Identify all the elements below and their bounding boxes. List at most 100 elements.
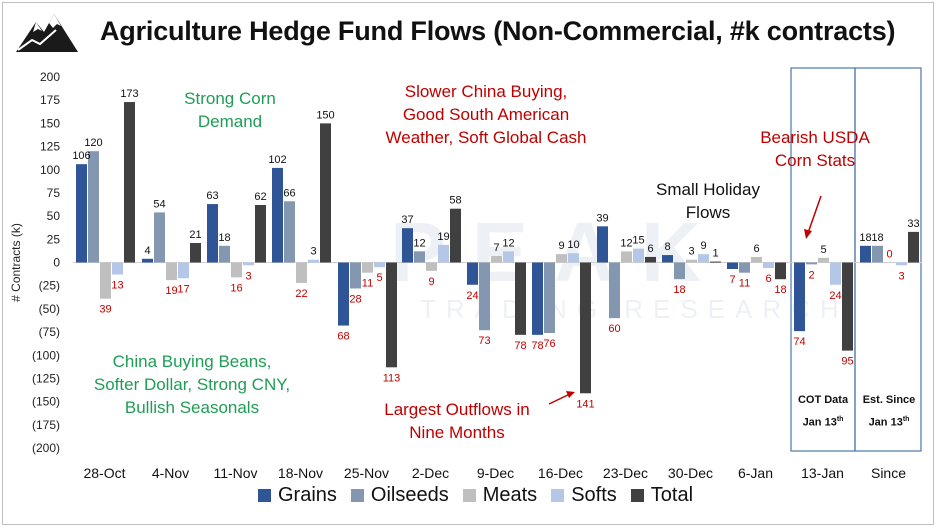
box-est-since [854,67,922,452]
data-label-grains: 7 [729,274,735,286]
data-label-meats: 6 [753,243,759,255]
bar-total [515,262,526,335]
bar-total [908,231,919,263]
data-label-total: 6 [647,243,653,255]
x-tick-label: Since [871,465,906,481]
annotation-largest-outflows: Largest Outflows in Nine Months [384,400,530,442]
bar-oilseeds [806,262,817,265]
data-label-softs: 13 [111,280,123,292]
bar-meats [818,257,829,263]
bar-grains [76,164,87,263]
bar-softs [374,262,385,268]
bar-oilseeds [739,262,750,273]
data-label-meats: 39 [99,304,111,316]
bar-grains [597,226,608,263]
bar-oilseeds [609,262,620,319]
bar-oilseeds [479,262,490,331]
y-tick-label: 75 [47,186,61,200]
data-label-meats: 12 [620,237,632,249]
data-label-softs: 19 [437,231,449,243]
y-tick-label: 25 [47,232,61,246]
bar-meats [491,256,502,263]
y-axis-title: # Contracts (k) [9,223,23,302]
data-label-softs: 9 [700,240,706,252]
data-label-meats: 3 [688,246,694,258]
bar-softs [503,251,514,263]
x-tick-label: 25-Nov [344,465,389,481]
bar-softs [698,254,709,263]
bar-oilseeds [544,262,555,333]
x-tick-label: 16-Dec [538,465,583,481]
bar-grains [142,258,153,263]
bar-oilseeds [219,245,230,263]
data-labels: 1064631026837247839877418120541866281273… [72,88,919,410]
data-label-meats: 11 [362,278,373,290]
data-label-oilseeds: 18 [673,284,685,296]
bar-total [842,262,853,351]
annotation-slower-china: Slower China Buying, Good South American… [385,82,587,147]
data-label-grains: 18 [859,232,871,244]
bar-grains [727,262,738,269]
legend-item-total: Total [630,484,693,507]
bar-softs [438,244,449,263]
bar-meats [362,262,373,273]
data-label-grains: 78 [531,340,543,352]
x-axis: 28-Oct 4-Nov 11-Nov 18-Nov 25-Nov 2-Dec 9-Dec 1… [83,465,906,481]
data-label-softs: 3 [310,246,316,258]
annotation-strong-corn: Strong Corn Demand [184,89,276,131]
data-label-softs: 12 [502,237,514,249]
legend-swatch-meats [462,489,476,502]
data-label-oilseeds: 18 [871,232,883,244]
legend-item-grains: Grains [258,484,337,507]
data-label-total: 113 [383,372,401,384]
bar-softs [896,262,907,266]
data-label-grains: 24 [466,290,478,302]
data-label-oilseeds: 18 [218,232,230,244]
data-label-total: 95 [841,356,853,368]
legend-swatch-softs [551,489,565,502]
bar-total [775,262,786,280]
data-label-softs: 24 [829,290,841,302]
arrow-bearish-usda [807,195,822,234]
data-label-total: 18 [774,284,786,296]
data-label-oilseeds: 2 [808,269,814,281]
x-tick-label: 18-Nov [278,465,323,481]
x-tick-label: 6-Jan [738,465,773,481]
data-label-softs: 5 [376,272,382,284]
data-label-softs: 15 [632,235,644,247]
data-label-grains: 37 [401,214,413,226]
y-tick-label: 150 [40,116,60,130]
bar-grains [272,167,283,263]
y-tick-label: (200) [32,441,60,455]
y-tick-label: 0 [53,256,60,270]
bar-meats [621,251,632,263]
data-label-meats: 5 [820,244,826,256]
legend-item-softs: Softs [551,484,617,507]
data-label-softs: 3 [245,270,251,282]
y-tick-label: (25) [39,279,60,293]
data-label-grains: 39 [596,212,608,224]
y-tick-label: (50) [39,302,60,316]
highlight-boxes [790,67,922,452]
data-label-grains: 102 [268,154,286,166]
data-label-grains: 8 [664,241,670,253]
annotation-arrows [548,195,822,405]
bar-total [710,261,721,263]
data-label-meats: 7 [493,242,499,254]
bar-softs [178,262,189,279]
bar-oilseeds [88,151,99,263]
bar-softs [830,262,841,285]
bar-oilseeds [350,262,361,289]
x-tick-label: 30-Dec [668,465,713,481]
bar-oilseeds [284,201,295,263]
x-tick-label: 4-Nov [152,465,189,481]
data-label-softs: 17 [177,283,189,295]
data-label-oilseeds: 66 [283,187,295,199]
chart-legend: Grains Oilseeds Meats Softs Total [258,484,707,507]
bar-meats [231,262,242,278]
bar-softs [763,262,774,269]
bar-grains [207,204,218,263]
y-tick-label: 50 [47,209,61,223]
data-label-oilseeds: 76 [543,338,555,350]
y-axis: 200 175 150 125 100 75 50 25 0 (25) (50) (75) (100) (… [9,70,60,455]
